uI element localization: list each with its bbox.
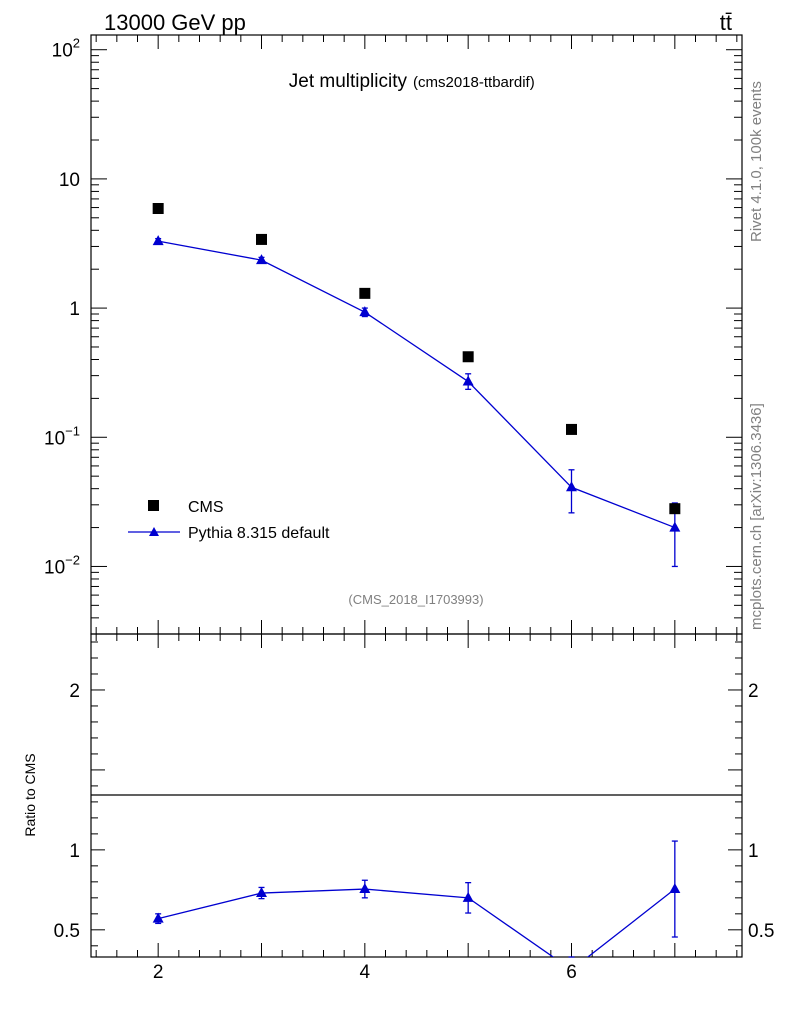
x-tick-label: 4 [360, 962, 371, 983]
y-tick-label: 10 [59, 170, 80, 191]
main-plot-frame [90, 34, 743, 635]
mc-point [462, 375, 474, 386]
x-tick-label: 6 [566, 962, 577, 983]
data-point [669, 503, 681, 515]
x-tick-label: 2 [153, 962, 164, 983]
ratio-point [462, 891, 474, 902]
y-tick-labels: 102 10 1 10−1 10−2 [44, 36, 80, 579]
ratio-y-tick-label-right: 0.5 [748, 921, 774, 942]
mcplots-label: mcplots.cern.ch [arXiv:1306.3436] [748, 403, 765, 630]
ratio-y-tick-label: 0.5 [54, 921, 80, 942]
mc-point [256, 254, 267, 265]
x-tick-labels: 2 4 6 [153, 962, 577, 983]
mc-series [152, 235, 681, 568]
legend-cms-label: CMS [188, 499, 224, 516]
data-point [256, 233, 267, 245]
ratio-plot-axes [91, 634, 742, 957]
legend-pythia-marker [149, 527, 159, 536]
legend-cms-marker [148, 500, 159, 511]
chart-title: Jet multiplicity [289, 71, 408, 92]
mc-point [359, 306, 371, 317]
ratio-point [359, 883, 371, 894]
ratio-y-axis-label: Ratio to CMS [22, 753, 38, 836]
data-point [566, 423, 577, 435]
mc-point [152, 235, 164, 246]
ratio-y-tick-label: 1 [69, 841, 80, 862]
y-tick-label: 1 [69, 299, 80, 320]
data-point [359, 287, 371, 299]
chart-subtitle: (cms2018-ttbardif) [413, 74, 535, 91]
rivet-label: Rivet 4.1.0, 100k events [748, 81, 765, 242]
mc-line [158, 240, 676, 529]
ratio-point [152, 912, 164, 923]
mc-point [566, 481, 577, 492]
ratio-point [256, 887, 267, 898]
ratio-series [152, 840, 681, 958]
legend-pythia-label: Pythia 8.315 default [188, 525, 330, 542]
energy-label: 13000 GeV pp [104, 10, 246, 35]
legend: CMS Pythia 8.315 default [128, 499, 330, 542]
y-tick-label: 102 [52, 36, 80, 62]
ratio-y-tick-label-right: 2 [748, 681, 759, 702]
data-point [462, 351, 474, 363]
ratio-line [158, 888, 676, 957]
ratio-point [669, 883, 681, 894]
main-plot-axes [91, 35, 742, 635]
data-series [152, 203, 681, 515]
process-label: tt̄ [720, 10, 732, 35]
data-point [152, 203, 164, 215]
ratio-y-tick-label-right: 1 [748, 841, 759, 862]
y-tick-label: 10−1 [44, 423, 80, 449]
mc-point [669, 521, 681, 532]
ratio-y-tick-label: 2 [69, 681, 80, 702]
y-tick-label: 10−2 [44, 552, 80, 578]
ratio-tick-labels: 2 2 1 1 0.5 0.5 [54, 681, 775, 942]
analysis-watermark: (CMS_2018_I1703993) [348, 592, 483, 607]
